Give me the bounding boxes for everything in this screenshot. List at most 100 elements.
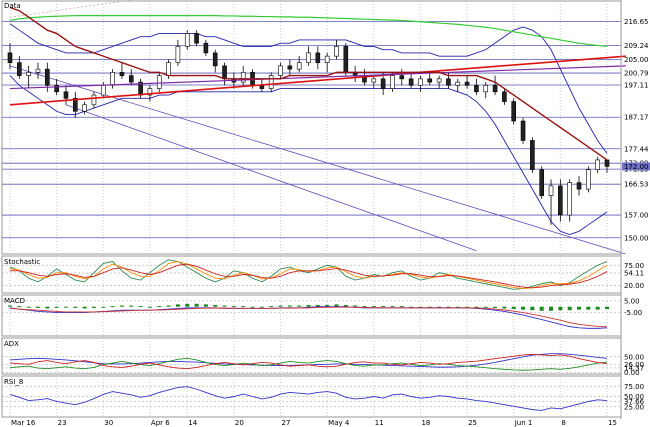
indicator-series-line [9, 306, 608, 329]
candle-body [268, 75, 274, 89]
indicator-series-line [9, 353, 608, 370]
indicator-axis-label: 75.00 [624, 262, 644, 270]
candle-body [604, 159, 610, 167]
candle-body [147, 88, 153, 96]
candle-body [511, 101, 517, 122]
candle-body [315, 52, 321, 63]
date-axis-label: Jun 1 [514, 419, 533, 427]
macd-histogram-bar [110, 306, 115, 308]
macd-histogram-bar [91, 306, 96, 308]
macd-histogram-bar [269, 306, 274, 308]
panel-frame-2 [1, 294, 622, 337]
macd-histogram-bar [539, 306, 544, 311]
date-axis-label: 27 [282, 419, 291, 427]
price-panel-label: Data [4, 2, 21, 10]
candle-body [119, 72, 125, 76]
red-trendline [9, 55, 626, 106]
macd-histogram-bar [82, 306, 87, 309]
candle-body [72, 98, 78, 112]
macd-histogram-bar [427, 306, 432, 308]
price-axis-label: 166.53 [624, 181, 649, 189]
date-axis-label: May 4 [328, 419, 350, 427]
candle-body [380, 78, 386, 89]
macd-histogram-bar [502, 306, 507, 309]
diagonal-trendline [65, 104, 477, 252]
candle-body [558, 185, 563, 216]
macd-histogram-bar [530, 306, 535, 311]
indicator-series-line [9, 259, 608, 290]
macd-histogram-bar [390, 306, 395, 308]
macd-histogram-bar [315, 304, 320, 307]
dark-red-moving-average [9, 6, 608, 161]
indicator-series-line [9, 357, 608, 371]
candle-body [408, 78, 414, 86]
candle-body [418, 78, 423, 86]
candle-body [194, 33, 199, 44]
candle-body [175, 46, 181, 63]
macd-histogram-bar [175, 304, 180, 307]
indicator-series-line [9, 306, 608, 328]
last-price-label: 172.00 [624, 163, 649, 171]
macd-histogram-bar [567, 306, 572, 311]
macd-histogram-bar [577, 306, 582, 310]
macd-histogram-bar [63, 306, 68, 308]
macd-histogram-bar [259, 306, 264, 308]
candle-body [576, 182, 582, 190]
candle-body [520, 120, 526, 141]
macd-histogram-bar [605, 306, 609, 310]
candle-body [306, 52, 311, 63]
price-axis-label: 187.17 [624, 114, 649, 122]
macd-histogram-bar [157, 306, 162, 308]
date-axis-label: 11 [375, 419, 384, 427]
candle-body [54, 85, 59, 93]
indicator-axis-label: 0.00 [624, 369, 640, 377]
macd-histogram-bar [119, 305, 124, 307]
candle-body [399, 75, 405, 80]
candle-body [166, 62, 171, 76]
macd-histogram-bar [549, 306, 554, 311]
candle-body [259, 85, 265, 89]
purple-trendline [9, 65, 626, 90]
macd-histogram-bar [493, 306, 498, 308]
indicator-axis-label: 14.37 [624, 364, 644, 372]
macd-histogram-bar [185, 303, 190, 307]
candle-body [240, 72, 246, 83]
macd-histogram-bar [213, 304, 218, 307]
date-axis-label: 25 [468, 419, 477, 427]
panel-frame-1 [1, 255, 622, 294]
indicator-axis-label: 75.00 [624, 383, 644, 391]
macd-histogram-bar [138, 306, 143, 308]
candle-body [474, 85, 479, 93]
macd-histogram-bar [194, 303, 199, 307]
macd-histogram-bar [446, 306, 451, 308]
candle-body [203, 42, 209, 54]
candle-body [63, 91, 69, 99]
macd-histogram-bar [241, 306, 246, 308]
candle-body [586, 169, 591, 190]
macd-histogram-bar [35, 306, 40, 308]
macd-histogram-bar [166, 305, 171, 307]
green-moving-average [9, 14, 608, 48]
macd-histogram-bar [287, 305, 292, 307]
date-axis-label: 14 [188, 419, 197, 427]
candle-body [492, 85, 498, 93]
macd-histogram-bar [371, 306, 376, 308]
indicator-axis-label: 50.00 [624, 393, 644, 401]
price-axis-label: 216.65 [624, 18, 649, 26]
macd-histogram-bar [306, 304, 311, 307]
price-axis-label: 197.11 [624, 81, 649, 89]
candle-body [82, 104, 87, 112]
candle-body [35, 68, 41, 73]
candle-body [156, 75, 162, 89]
candle-body [390, 75, 395, 89]
indicator-axis-label: 50.00 [624, 353, 644, 361]
indicator-series-line [9, 261, 608, 290]
candle-body [334, 46, 339, 57]
macd-histogram-bar [362, 306, 367, 308]
macd-histogram-bar [45, 306, 50, 309]
candle-body [91, 94, 97, 106]
price-axis-label: 209.24 [624, 42, 649, 50]
macd-histogram-bar [511, 306, 516, 310]
indicator-panel-label: MACD [4, 297, 25, 305]
